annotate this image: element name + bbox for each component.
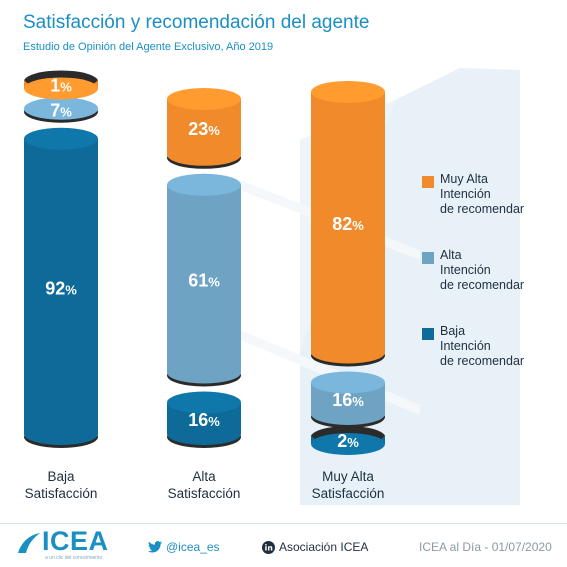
legend-label-baja: Baja Intención de recomendar bbox=[440, 324, 525, 368]
icea-logo: ICEA a un clic del conocimiento bbox=[14, 526, 124, 562]
logo-text: ICEA bbox=[42, 526, 109, 556]
data-label-muy-alta-0: 1% bbox=[50, 75, 72, 95]
publication-date: ICEA al Día - 01/07/2020 bbox=[419, 540, 552, 554]
bar-muy-alta-1 bbox=[167, 99, 241, 166]
legend-swatch-muy-alta bbox=[422, 176, 434, 188]
linkedin-name: Asociación ICEA bbox=[279, 540, 369, 554]
data-label-muy-alta-2: 82% bbox=[332, 214, 364, 234]
twitter-link[interactable]: @icea_es bbox=[148, 540, 220, 554]
linkedin-icon bbox=[262, 540, 275, 554]
twitter-handle: @icea_es bbox=[166, 540, 220, 554]
footer-divider bbox=[0, 523, 567, 524]
legend-item-muy-alta: Muy Alta Intención de recomendar bbox=[422, 172, 562, 217]
category-label-0: Baja Satisfacción bbox=[25, 469, 98, 501]
data-label-alta-2: 16% bbox=[332, 390, 364, 410]
data-label-baja-1: 16% bbox=[188, 410, 220, 430]
bar-baja-0 bbox=[24, 138, 98, 445]
data-label-alta-0: 7% bbox=[50, 101, 72, 121]
legend-swatch-baja bbox=[422, 328, 434, 340]
bar-alta-1 bbox=[167, 184, 241, 384]
category-label-2: Muy Alta Satisfacción bbox=[312, 469, 385, 501]
legend-item-alta: Alta Intención de recomendar bbox=[422, 248, 562, 293]
legend-label-alta: Alta Intención de recomendar bbox=[440, 248, 525, 292]
data-label-alta-1: 61% bbox=[188, 271, 220, 291]
data-label-baja-2: 2% bbox=[337, 431, 359, 451]
legend-item-baja: Baja Intención de recomendar bbox=[422, 324, 562, 369]
linkedin-link[interactable]: Asociación ICEA bbox=[262, 540, 368, 554]
chart-subtitle: Estudio de Opinión del Agente Exclusivo,… bbox=[23, 41, 274, 53]
legend: Muy Alta Intención de recomendar Alta In… bbox=[422, 172, 562, 369]
logo-swoosh-icon bbox=[18, 533, 40, 553]
legend-label-muy-alta: Muy Alta Intención de recomendar bbox=[440, 172, 525, 216]
category-label-1: Alta Satisfacción bbox=[168, 469, 241, 501]
logo-tagline: a un clic del conocimiento bbox=[45, 555, 103, 561]
chart-title: Satisfacción y recomendación del agente bbox=[23, 12, 370, 33]
bar-alta-2 bbox=[311, 382, 385, 425]
data-label-baja-0: 92% bbox=[45, 278, 77, 298]
data-label-muy-alta-1: 23% bbox=[188, 119, 220, 139]
twitter-icon bbox=[148, 541, 162, 553]
bar-muy-alta-2 bbox=[311, 91, 386, 364]
bar-baja-1 bbox=[167, 402, 241, 445]
legend-swatch-alta bbox=[422, 252, 434, 264]
